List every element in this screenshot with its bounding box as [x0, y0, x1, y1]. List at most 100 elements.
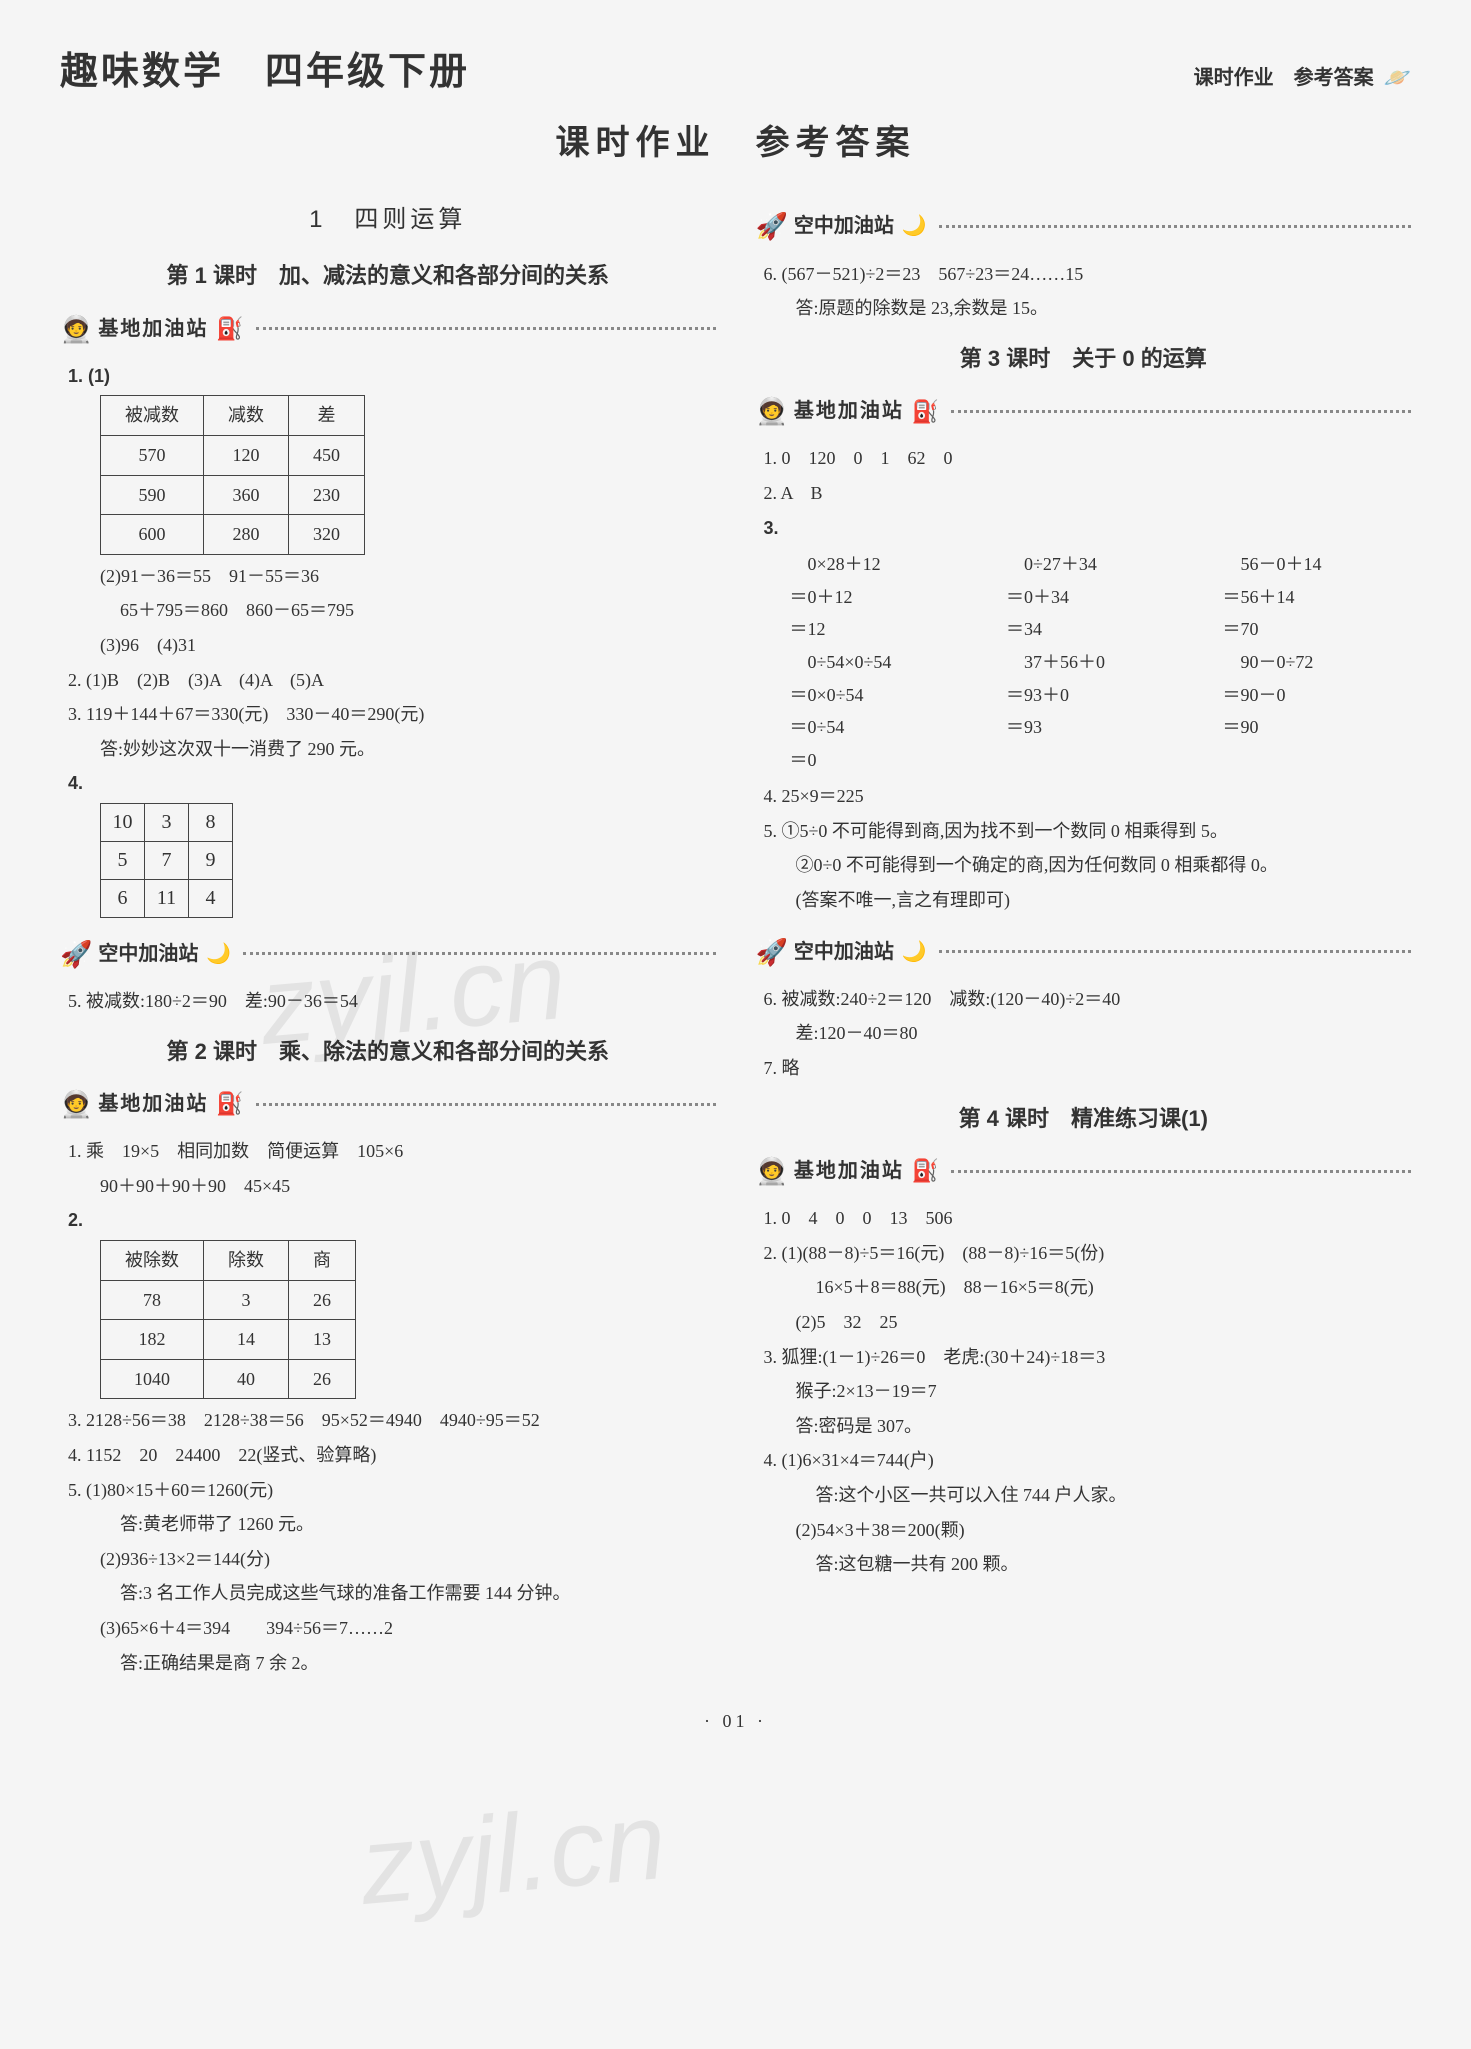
l4-q4-1a: 答:这个小区一共可以入住 744 户人家。 — [816, 1480, 1412, 1511]
l4-q4-1: 4. (1)6×31×4＝744(户) — [764, 1445, 1412, 1476]
base-station-banner: 🧑‍🚀 基地加油站 ⛽ — [756, 389, 1412, 433]
q3: 3. 119＋144＋67＝330(元) 330－40＝290(元) — [68, 699, 716, 730]
l4-q3-3: 答:密码是 307。 — [796, 1411, 1412, 1442]
lesson2-title: 第 2 课时 乘、除法的意义和各部分间的关系 — [60, 1033, 716, 1070]
l3-q6: 6. 被减数:240÷2＝120 减数:(120－40)÷2＝40 — [764, 984, 1412, 1015]
l4-q4-2a: 答:这包糖一共有 200 颗。 — [816, 1549, 1412, 1580]
moon-icon: 🌙 — [902, 209, 927, 243]
t2-h2: 商 — [289, 1241, 356, 1281]
q1-num: 1. (1) — [68, 366, 110, 386]
l4-q1: 1. 0 4 0 0 13 506 — [764, 1203, 1412, 1234]
t2-h0: 被除数 — [101, 1241, 204, 1281]
magic-square: 1038 579 6114 — [100, 803, 233, 918]
l4-q2-1b: 16×5＋8＝88(元) 88－16×5＝8(元) — [816, 1272, 1412, 1303]
main-title: 趣味数学 四年级下册 — [60, 40, 470, 105]
air-station-label: 空中加油站 — [98, 937, 198, 971]
l4-q4-2: (2)54×3＋38＝200(颗) — [796, 1515, 1412, 1546]
moon-icon: 🌙 — [902, 935, 927, 969]
t1-h0: 被减数 — [101, 396, 204, 436]
q1-prefix: 1. (1) — [68, 361, 716, 392]
table-2: 被除数 除数 商 78326 1821413 10404026 — [100, 1240, 356, 1399]
air-station-banner: 🚀 空中加油站 🌙 — [756, 930, 1412, 974]
lesson1-title: 第 1 课时 加、减法的意义和各部分间的关系 — [60, 257, 716, 294]
header-right-text: 课时作业 参考答案 — [1194, 61, 1374, 95]
l3-q7: 7. 略 — [764, 1053, 1412, 1084]
l2-q2-num: 2. — [68, 1210, 83, 1230]
t1-h2: 差 — [289, 396, 365, 436]
page-footer: · 01 · — [60, 1706, 1411, 1737]
base-station-label: 基地加油站 — [98, 312, 208, 346]
lesson3-title: 第 3 课时 关于 0 的运算 — [756, 340, 1412, 377]
air-station-label: 空中加油站 — [794, 935, 894, 969]
l2-q1: 1. 乘 19×5 相同加数 简便运算 105×6 — [68, 1136, 716, 1167]
air-station-banner: 🚀 空中加油站 🌙 — [60, 932, 716, 976]
base-station-label: 基地加油站 — [794, 394, 904, 428]
l2-q5-2: (2)936÷13×2＝144(分) — [100, 1544, 716, 1575]
l2-q5-3: (3)65×6＋4＝394 394÷56＝7……2 — [100, 1613, 716, 1644]
gas-pump-icon: ⛽ — [912, 393, 939, 430]
l3-q6b: 差:120－40＝80 — [796, 1018, 1412, 1049]
mascot-icon: 🧑‍🚀 — [60, 1082, 92, 1126]
header-right: 课时作业 参考答案 🪐 — [1194, 59, 1411, 96]
r-q6: 6. (567－521)÷2＝23 567÷23＝24……15 — [764, 259, 1412, 290]
l4-q2-1: 2. (1)(88－8)÷5＝16(元) (88－8)÷16＝5(份) — [764, 1238, 1412, 1269]
calc-col-2: 0÷27＋34 ＝0＋34 ＝34 37＋56＋0 ＝93＋0 ＝93 — [1006, 547, 1195, 777]
air-station-label: 空中加油站 — [794, 209, 894, 243]
r-q6a: 答:原题的除数是 23,余数是 15。 — [796, 293, 1412, 324]
q1-3: (3)96 (4)31 — [100, 630, 716, 661]
base-station-label: 基地加油站 — [98, 1087, 208, 1121]
q4-num: 4. — [68, 773, 83, 793]
mascot-icon: 🧑‍🚀 — [756, 1149, 788, 1193]
lesson4-title: 第 4 课时 精准练习课(1) — [756, 1100, 1412, 1137]
t2-h1: 除数 — [204, 1241, 289, 1281]
l3-q1: 1. 0 120 0 1 62 0 — [764, 443, 1412, 474]
left-column: 1 四则运算 第 1 课时 加、减法的意义和各部分间的关系 🧑‍🚀 基地加油站 … — [60, 190, 716, 1682]
q3-answer: 答:妙妙这次双十一消费了 290 元。 — [100, 734, 716, 765]
chapter-title: 1 四则运算 — [60, 200, 716, 241]
l3-q5-3: (答案不唯一,言之有理即可) — [796, 885, 1412, 916]
q1-2: (2)91－36＝55 91－55＝36 — [100, 561, 716, 592]
two-columns: 1 四则运算 第 1 课时 加、减法的意义和各部分间的关系 🧑‍🚀 基地加油站 … — [60, 190, 1411, 1682]
t1-h1: 减数 — [204, 396, 289, 436]
table-1: 被减数 减数 差 570120450 590360230 600280320 — [100, 395, 365, 554]
moon-icon: 🌙 — [206, 937, 231, 971]
table-row: 570120450 — [101, 435, 365, 475]
table-row: 600280320 — [101, 515, 365, 555]
gas-pump-icon: ⛽ — [216, 310, 243, 347]
q1-2b: 65＋795＝860 860－65＝795 — [120, 595, 716, 626]
l3-q4: 4. 25×9＝225 — [764, 781, 1412, 812]
l3-q5-1: 5. ①5÷0 不可能得到商,因为找不到一个数同 0 相乘得到 5。 — [764, 816, 1412, 847]
mascot-icon: 🧑‍🚀 — [60, 307, 92, 351]
table-row: 78326 — [101, 1280, 356, 1320]
q2: 2. (1)B (2)B (3)A (4)A (5)A — [68, 665, 716, 696]
l3-q3-prefix: 3. — [764, 513, 1412, 544]
base-station-label: 基地加油站 — [794, 1154, 904, 1188]
gas-pump-icon: ⛽ — [216, 1085, 243, 1122]
l2-q5-1: 5. (1)80×15＋60＝1260(元) — [68, 1475, 716, 1506]
watermark: zyjl.cn — [352, 1747, 673, 1960]
table-row: 10404026 — [101, 1359, 356, 1399]
base-station-banner: 🧑‍🚀 基地加油站 ⛽ — [60, 307, 716, 351]
base-station-banner: 🧑‍🚀 基地加油站 ⛽ — [60, 1082, 716, 1126]
base-station-banner: 🧑‍🚀 基地加油站 ⛽ — [756, 1149, 1412, 1193]
right-column: 🚀 空中加油站 🌙 6. (567－521)÷2＝23 567÷23＝24……1… — [756, 190, 1412, 1682]
q5: 5. 被减数:180÷2＝90 差:90－36＝54 — [68, 986, 716, 1017]
l3-q3-num: 3. — [764, 518, 779, 538]
l2-q5-1a: 答:黄老师带了 1260 元。 — [120, 1509, 716, 1540]
header-row: 趣味数学 四年级下册 课时作业 参考答案 🪐 — [60, 40, 1411, 105]
l2-q5-2a: 答:3 名工作人员完成这些气球的准备工作需要 144 分钟。 — [120, 1578, 716, 1609]
l2-q4: 4. 1152 20 24400 22(竖式、验算略) — [68, 1440, 716, 1471]
table-row: 590360230 — [101, 475, 365, 515]
q4-prefix: 4. — [68, 768, 716, 799]
table-row: 1821413 — [101, 1320, 356, 1360]
mascot-icon: 🚀 — [60, 932, 92, 976]
mascot-icon: 🚀 — [756, 204, 788, 248]
l3-q5-2: ②0÷0 不可能得到一个确定的商,因为任何数同 0 相乘都得 0。 — [796, 850, 1412, 881]
l3-q2: 2. A B — [764, 478, 1412, 509]
l4-q2-2: (2)5 32 25 — [796, 1307, 1412, 1338]
calc-col-1: 0×28＋12 ＝0＋12 ＝12 0÷54×0÷54 ＝0×0÷54 ＝0÷5… — [790, 547, 979, 777]
mascot-icon: 🧑‍🚀 — [756, 389, 788, 433]
l2-q3: 3. 2128÷56＝38 2128÷38＝56 95×52＝4940 4940… — [68, 1405, 716, 1436]
gas-pump-icon: ⛽ — [912, 1152, 939, 1189]
mascot-icon: 🚀 — [756, 930, 788, 974]
